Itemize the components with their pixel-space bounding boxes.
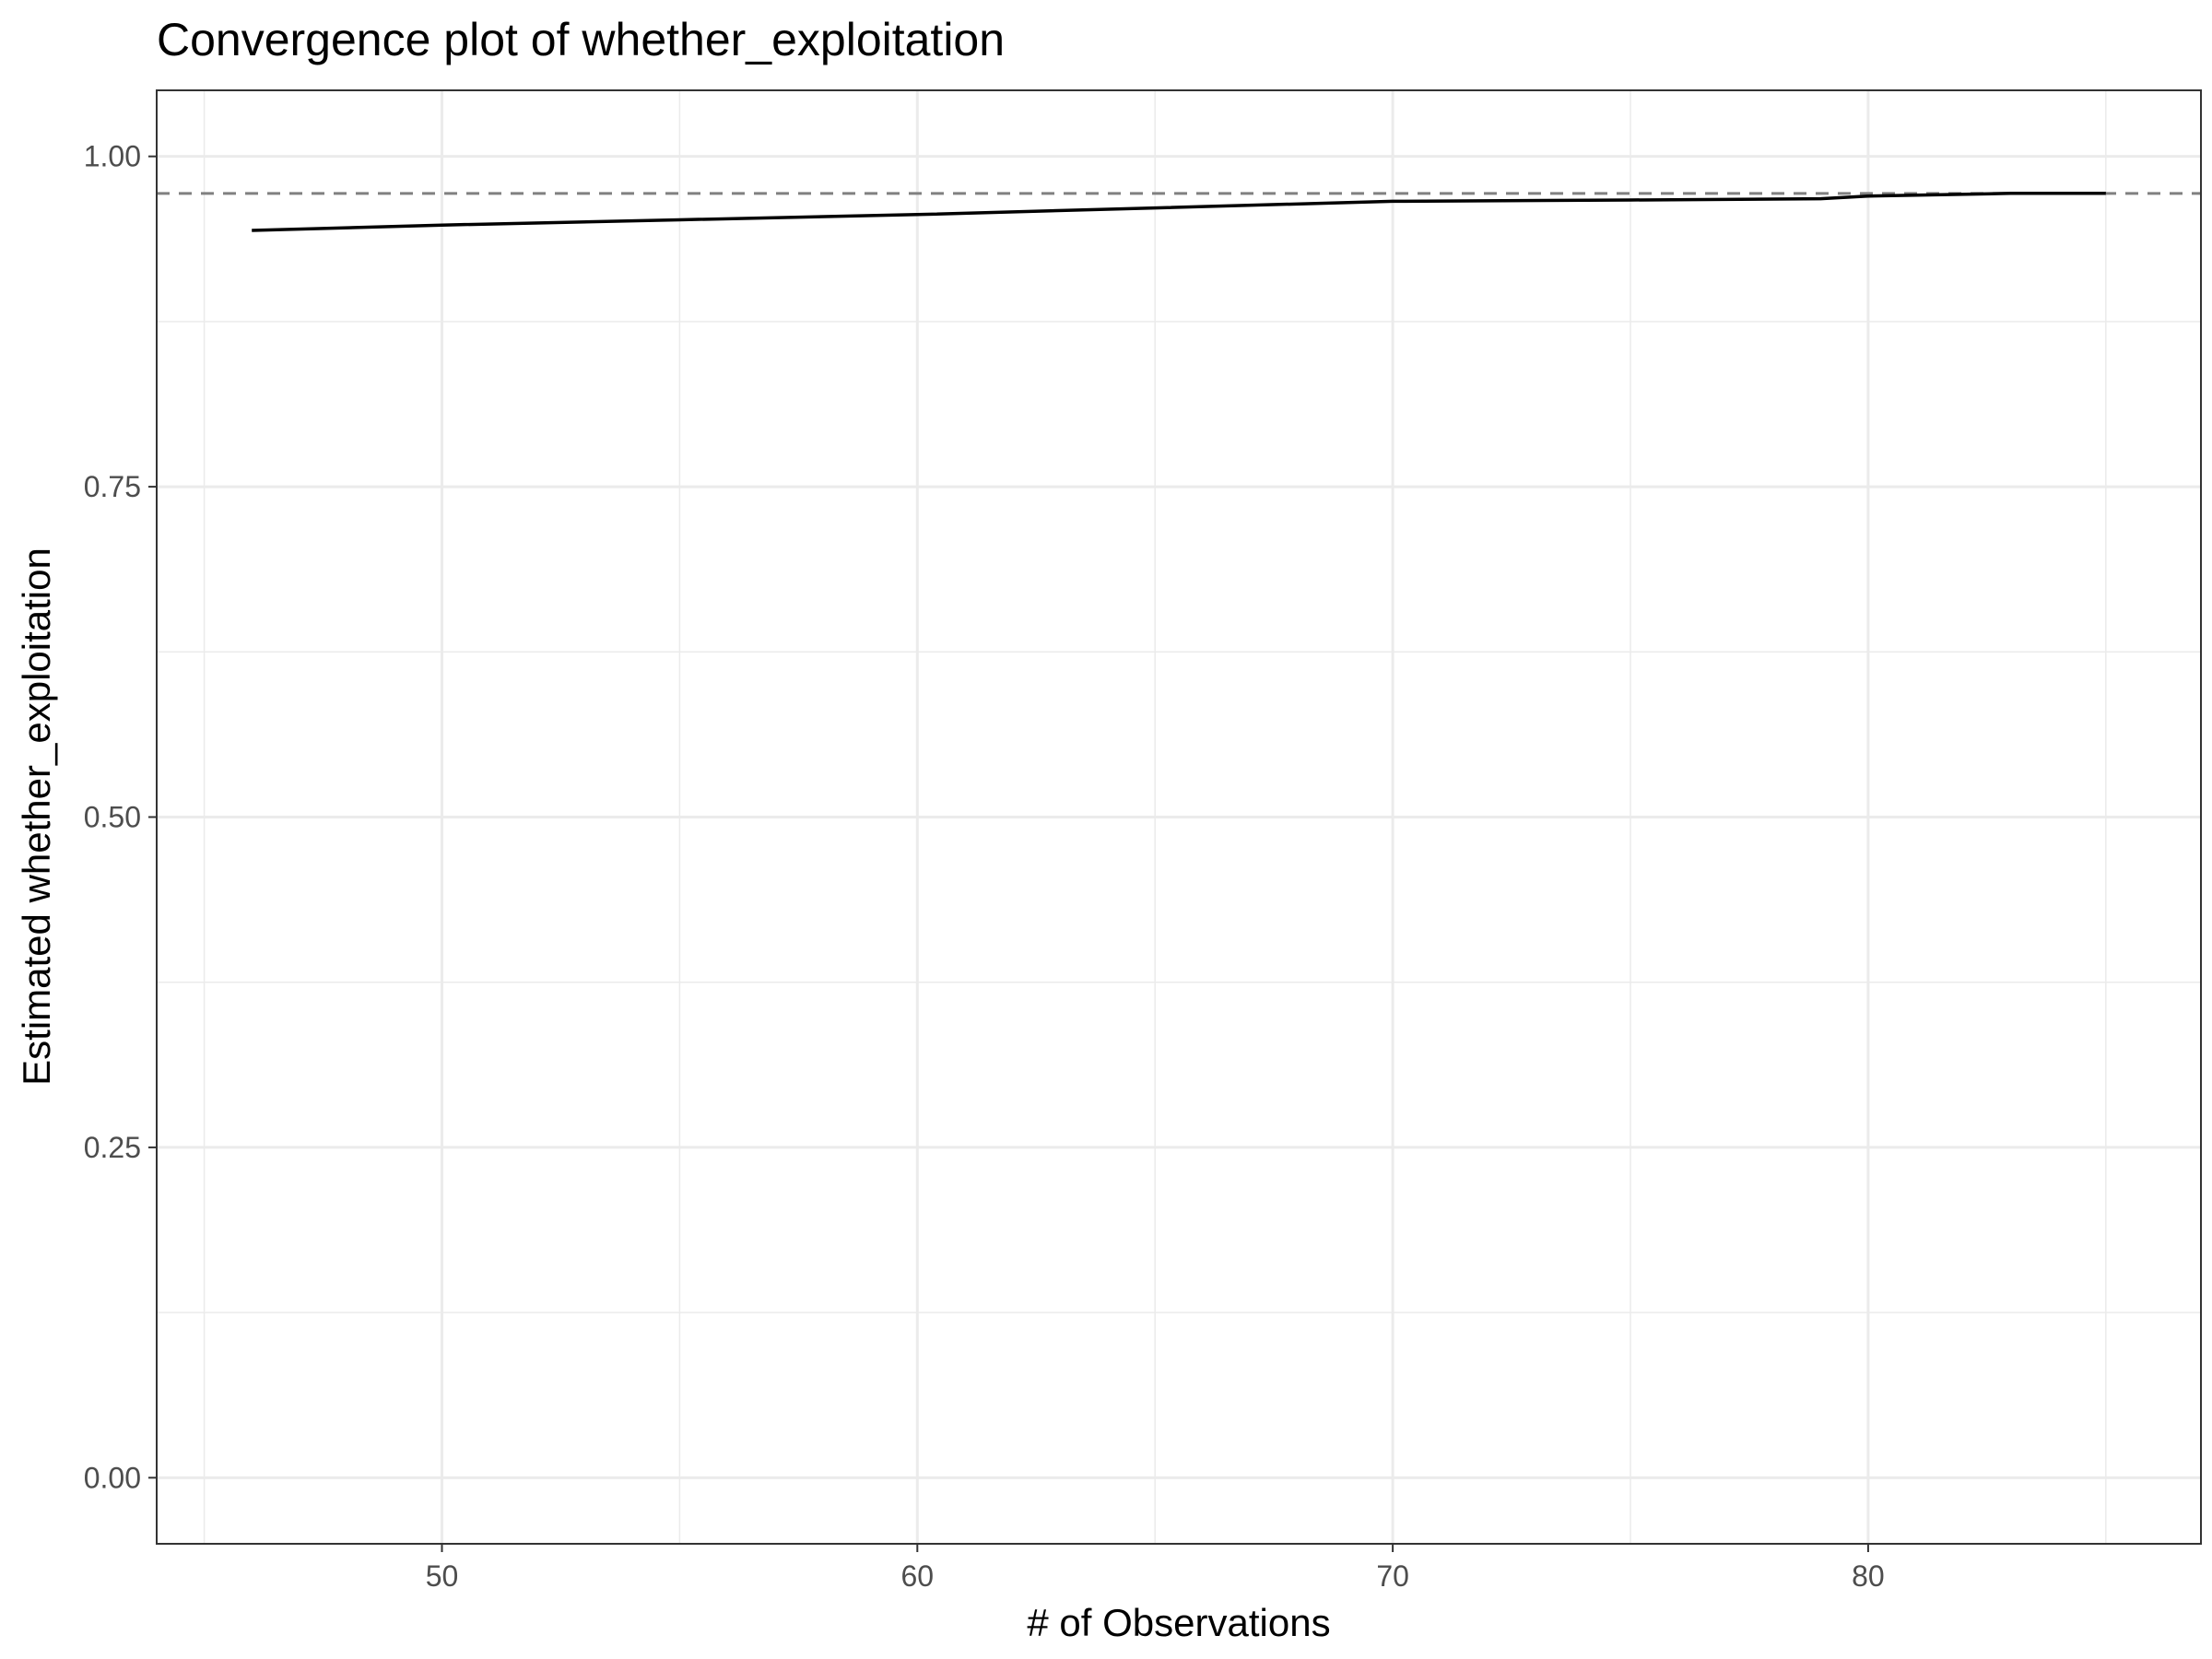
x-axis-ticks: 50 60 70 80 (426, 1544, 1885, 1593)
y-axis-title: Estimated whether_exploitation (15, 547, 58, 1086)
series-line (252, 192, 2106, 232)
x-tick-label: 70 (1376, 1559, 1409, 1593)
major-gridlines (157, 90, 2201, 1544)
series-layer (252, 192, 2106, 232)
chart-title: Convergence plot of whether_exploitation (157, 14, 1005, 65)
x-tick-label: 80 (1852, 1559, 1885, 1593)
y-tick-label: 1.00 (84, 140, 141, 173)
x-axis-title: # of Observations (1027, 1601, 1330, 1644)
y-tick-label: 0.50 (84, 801, 141, 834)
x-tick-label: 50 (426, 1559, 459, 1593)
y-tick-label: 0.75 (84, 470, 141, 503)
y-tick-label: 0.25 (84, 1131, 141, 1164)
x-tick-label: 60 (901, 1559, 935, 1593)
y-tick-label: 0.00 (84, 1461, 141, 1494)
y-axis-ticks: 0.00 0.25 0.50 0.75 1.00 (84, 140, 157, 1494)
